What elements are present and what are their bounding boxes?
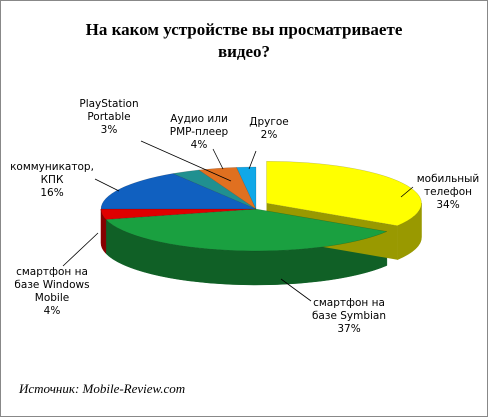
category: PlayStation Portable: [79, 98, 139, 123]
value-label: 4%: [190, 139, 208, 151]
leader-line: [280, 278, 312, 302]
slice-label: коммуникатор, КПК 16%: [7, 161, 97, 200]
category: смартфон на базе Symbian: [311, 297, 387, 322]
leader-line: [400, 186, 414, 198]
category: Аудио или PMP-плеер: [169, 113, 229, 138]
source: Источник: Mobile-Review.com: [19, 381, 186, 396]
leader-line: [248, 150, 257, 170]
slice: [236, 166, 257, 210]
value-label: 3%: [100, 124, 118, 136]
slice-label: мобильный телефон 34%: [413, 173, 483, 212]
slice: [172, 169, 257, 210]
slice: [105, 208, 388, 252]
slice-label: смартфон на базе Windows Mobile 4%: [9, 266, 95, 318]
slice-label: Другое 2%: [249, 116, 289, 142]
leader-line: [212, 148, 224, 170]
chart-title: На каком устройстве вы просматриваете ви…: [85, 20, 403, 61]
slice-side: [397, 203, 422, 261]
slice-label: смартфон на базе Symbian 37%: [303, 297, 395, 336]
value-label: 37%: [337, 323, 361, 335]
leader-line: [94, 178, 120, 192]
slice: [100, 173, 257, 210]
category: мобильный телефон: [416, 173, 480, 198]
value-label: 16%: [40, 187, 64, 199]
leader-line: [140, 140, 232, 182]
slice: [100, 208, 257, 220]
category: смартфон на базе Windows Mobile: [14, 266, 90, 304]
slice-label: PlayStation Portable 3%: [69, 98, 149, 137]
slice: [266, 160, 422, 226]
value-label: 4%: [43, 305, 61, 317]
slice-label: Аудио или PMP-плеер 4%: [161, 113, 237, 152]
category: Другое: [249, 116, 289, 128]
category: коммуникатор, КПК: [10, 161, 94, 186]
value-label: 2%: [260, 129, 278, 141]
slice: [198, 167, 257, 210]
leader-line: [62, 232, 99, 267]
value-label: 34%: [436, 199, 460, 211]
